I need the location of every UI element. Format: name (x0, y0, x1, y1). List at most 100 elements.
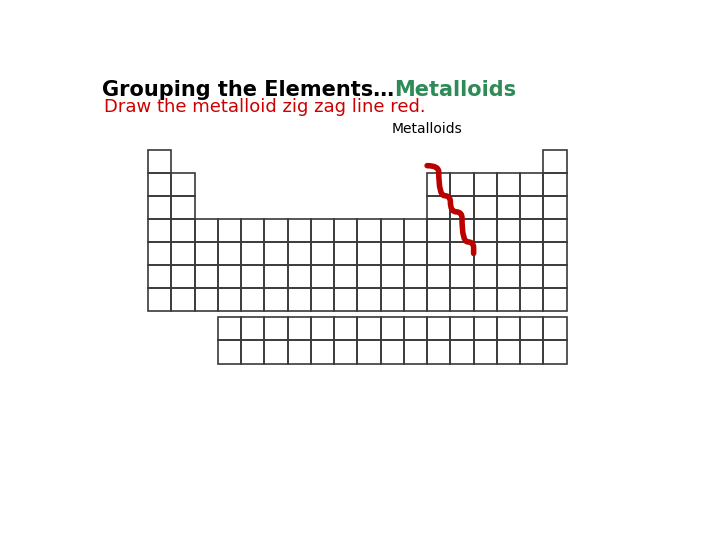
Bar (148, 288, 171, 311)
Bar (497, 288, 520, 311)
Bar (241, 288, 264, 311)
Bar (451, 340, 474, 363)
Bar (218, 318, 241, 340)
Bar (427, 340, 451, 363)
Bar (218, 340, 241, 363)
Bar (148, 150, 171, 173)
Bar (427, 195, 451, 219)
Bar (404, 265, 427, 288)
Bar (287, 340, 311, 363)
Bar (520, 318, 544, 340)
Bar (474, 219, 497, 242)
Bar (404, 288, 427, 311)
Bar (427, 265, 451, 288)
Bar (381, 288, 404, 311)
Bar (497, 195, 520, 219)
Bar (334, 242, 357, 265)
Bar (520, 242, 544, 265)
Bar (241, 219, 264, 242)
Bar (427, 318, 451, 340)
Bar (357, 219, 381, 242)
Bar (171, 219, 194, 242)
Bar (520, 195, 544, 219)
Bar (544, 242, 567, 265)
Bar (241, 318, 264, 340)
Bar (474, 340, 497, 363)
Bar (264, 219, 287, 242)
Bar (194, 219, 218, 242)
Bar (520, 288, 544, 311)
Bar (357, 288, 381, 311)
Bar (544, 340, 567, 363)
Bar (520, 340, 544, 363)
Bar (311, 265, 334, 288)
Bar (334, 340, 357, 363)
Bar (241, 265, 264, 288)
Bar (264, 265, 287, 288)
Bar (287, 242, 311, 265)
Bar (218, 242, 241, 265)
Bar (311, 318, 334, 340)
Bar (497, 265, 520, 288)
Bar (474, 195, 497, 219)
Bar (474, 173, 497, 195)
Bar (544, 150, 567, 173)
Bar (171, 265, 194, 288)
Bar (427, 173, 451, 195)
Bar (520, 219, 544, 242)
Bar (451, 173, 474, 195)
Bar (171, 195, 194, 219)
Bar (311, 288, 334, 311)
Bar (357, 242, 381, 265)
Bar (218, 219, 241, 242)
Bar (474, 318, 497, 340)
Bar (194, 288, 218, 311)
Bar (474, 288, 497, 311)
Bar (451, 195, 474, 219)
Bar (148, 242, 171, 265)
Bar (357, 318, 381, 340)
Bar (427, 219, 451, 242)
Bar (497, 242, 520, 265)
Bar (451, 265, 474, 288)
Bar (264, 242, 287, 265)
Bar (218, 288, 241, 311)
Bar (544, 318, 567, 340)
Bar (381, 265, 404, 288)
Bar (451, 318, 474, 340)
Bar (334, 288, 357, 311)
Bar (404, 219, 427, 242)
Bar (148, 219, 171, 242)
Bar (171, 242, 194, 265)
Text: Draw the metalloid zig zag line red.: Draw the metalloid zig zag line red. (104, 98, 426, 116)
Bar (334, 265, 357, 288)
Bar (474, 242, 497, 265)
Bar (148, 173, 171, 195)
Bar (357, 265, 381, 288)
Bar (148, 265, 171, 288)
Bar (451, 242, 474, 265)
Bar (148, 195, 171, 219)
Bar (381, 242, 404, 265)
Bar (334, 219, 357, 242)
Bar (241, 340, 264, 363)
Bar (287, 265, 311, 288)
Bar (218, 265, 241, 288)
Bar (544, 265, 567, 288)
Bar (544, 195, 567, 219)
Bar (544, 219, 567, 242)
Bar (171, 288, 194, 311)
Text: Metalloids: Metalloids (394, 80, 516, 100)
Bar (357, 340, 381, 363)
Bar (520, 265, 544, 288)
Bar (194, 265, 218, 288)
Bar (451, 219, 474, 242)
Bar (404, 340, 427, 363)
Bar (311, 219, 334, 242)
Bar (544, 288, 567, 311)
Bar (264, 340, 287, 363)
Bar (311, 340, 334, 363)
Text: Grouping the Elements…: Grouping the Elements… (102, 80, 394, 100)
Bar (497, 219, 520, 242)
Bar (381, 318, 404, 340)
